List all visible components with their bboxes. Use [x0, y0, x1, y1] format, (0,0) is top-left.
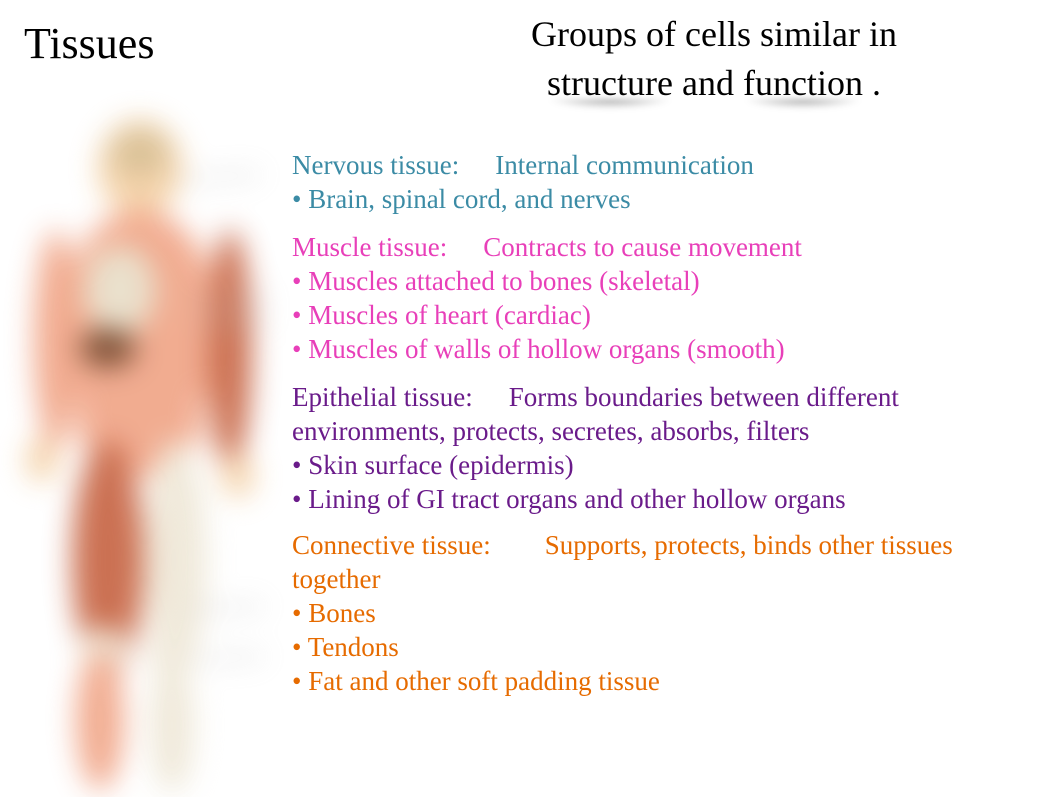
epithelial-heading: Epithelial tissue:Forms boundaries betwe…	[292, 380, 1032, 448]
muscle-label: Muscle tissue:	[292, 232, 447, 262]
right-arm-shape	[208, 230, 252, 470]
nervous-bullet-0: Brain, spinal cord, and nerves	[292, 182, 1032, 216]
connective-bullet-0: Bones	[292, 596, 1032, 630]
muscle-heading: Muscle tissue: Contracts to cause movemen…	[292, 230, 1032, 264]
nervous-label: Nervous tissue:	[292, 150, 459, 180]
connective-bullet-1: Tendons	[292, 630, 1032, 664]
subtitle-prefix: Groups of cells similar in	[531, 14, 897, 54]
muscle-desc: Contracts to cause movement	[483, 232, 802, 262]
connective-label: Connective tissue:	[292, 530, 491, 560]
muscle-bullet-1: Muscles of heart (cardiac)	[292, 298, 1032, 332]
anatomy-figure	[0, 120, 290, 790]
nervous-desc: Internal communication	[495, 150, 754, 180]
epithelial-bullet-0: Skin surface (epidermis)	[292, 448, 1032, 482]
nervous-heading: Nervous tissue: Internal communication	[292, 148, 1032, 182]
subtitle: Groups of cells similar in structure and…	[424, 10, 1004, 107]
leader-line	[196, 656, 264, 660]
nervous-tissue-block: Nervous tissue: Internal communication Br…	[292, 148, 1032, 216]
connective-tissue-block: Connective tissue:Supports, protects, bi…	[292, 528, 1032, 698]
muscle-tissue-block: Muscle tissue: Contracts to cause movemen…	[292, 230, 1032, 366]
right-hand-shape	[222, 454, 254, 498]
liver-shape	[80, 328, 136, 368]
leader-line	[196, 606, 264, 610]
epithelial-tissue-block: Epithelial tissue:Forms boundaries betwe…	[292, 380, 1032, 516]
subtitle-function: function	[743, 59, 863, 108]
epithelial-label: Epithelial tissue:	[292, 382, 473, 412]
subtitle-and: and	[673, 63, 743, 103]
leader-line	[180, 174, 260, 180]
left-hand-shape	[26, 438, 58, 482]
left-arm-shape	[34, 230, 78, 450]
right-shin-shape	[150, 655, 194, 790]
page-title: Tissues	[24, 18, 154, 69]
brain-shadow	[110, 128, 170, 176]
connective-heading: Connective tissue:Supports, protects, bi…	[292, 528, 1032, 596]
connective-bullet-2: Fat and other soft padding tissue	[292, 664, 1032, 698]
ribcage-shape	[84, 246, 156, 334]
subtitle-suffix: .	[863, 63, 881, 103]
epithelial-bullet-1: Lining of GI tract organs and other holl…	[292, 482, 1032, 516]
muscle-bullet-0: Muscles attached to bones (skeletal)	[292, 264, 1032, 298]
muscle-bullet-2: Muscles of walls of hollow organs (smoot…	[292, 332, 1032, 366]
left-shin-shape	[76, 650, 124, 790]
subtitle-structure: structure	[547, 59, 673, 108]
